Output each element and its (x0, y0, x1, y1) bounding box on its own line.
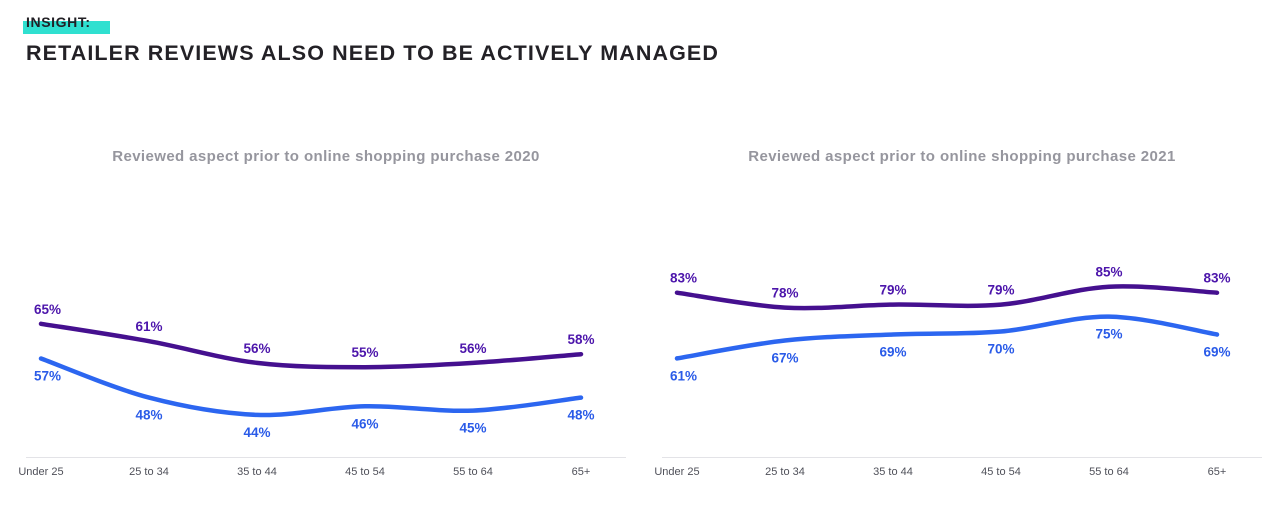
x-tick-label: 55 to 64 (453, 466, 493, 478)
blue-data-label: 45% (459, 421, 486, 436)
purple-data-label: 83% (670, 271, 697, 286)
purple-data-label: 79% (879, 283, 906, 298)
purple-data-label: 58% (567, 332, 594, 347)
blue-data-label: 75% (1095, 327, 1122, 342)
purple-line (38, 321, 584, 370)
purple-data-label: 61% (135, 319, 162, 334)
x-tick-label: 45 to 54 (345, 466, 385, 478)
blue-data-label: 69% (879, 345, 906, 360)
blue-data-label: 48% (135, 408, 162, 423)
blue-data-label: 67% (771, 351, 798, 366)
blue-data-label: 46% (351, 416, 378, 431)
blue-data-label: 69% (1203, 345, 1230, 360)
insight-tag: INSIGHT: (23, 14, 110, 35)
x-tick-label: 65+ (1207, 466, 1227, 478)
purple-data-label: 56% (459, 341, 486, 356)
chart-2021: Reviewed aspect prior to online shopping… (654, 148, 1262, 484)
x-axis-line (662, 457, 1262, 458)
blue-data-label: 70% (987, 342, 1014, 357)
line-chart-2021: 83% 78% 79% 79% 85% 83% 61% 67% 69% 70% 75% 69% (670, 265, 1231, 384)
x-tick-label: 45 to 54 (981, 466, 1021, 478)
chart-2020: Reviewed aspect prior to online shopping… (18, 148, 626, 484)
x-axis-ticks: Under 25 25 to 34 35 to 44 45 to 54 55 to 64… (654, 466, 1262, 484)
blue-data-label: 48% (567, 408, 594, 423)
blue-line (674, 314, 1220, 361)
x-axis-ticks: Under 25 25 to 34 35 to 44 45 to 54 55 to 64… (18, 466, 626, 484)
purple-data-label: 78% (771, 286, 798, 301)
x-tick-label: 25 to 34 (129, 466, 169, 478)
purple-data-label: 65% (34, 302, 61, 317)
purple-data-label: 79% (987, 283, 1014, 298)
insight-tag-label: INSIGHT: (26, 14, 91, 30)
purple-data-label: 85% (1095, 265, 1122, 280)
x-tick-label: 65+ (571, 466, 591, 478)
purple-data-label: 83% (1203, 271, 1230, 286)
x-tick-label: 55 to 64 (1089, 466, 1129, 478)
x-axis-line (26, 457, 626, 458)
chart-2020-title: Reviewed aspect prior to online shopping… (112, 148, 540, 165)
x-tick-label: 35 to 44 (873, 466, 913, 478)
purple-line (674, 284, 1220, 311)
chart-2021-title: Reviewed aspect prior to online shopping… (748, 148, 1176, 165)
x-tick-label: 25 to 34 (765, 466, 805, 478)
x-tick-label: 35 to 44 (237, 466, 277, 478)
blue-data-label: 57% (34, 369, 61, 384)
charts-row: Reviewed aspect prior to online shopping… (18, 148, 1268, 484)
purple-data-label: 56% (243, 341, 270, 356)
x-tick-label: Under 25 (18, 466, 64, 478)
line-chart-2020: 65% 61% 56% 55% 56% 58% 57% 48% 44% 46% 45% 48% (34, 302, 595, 440)
blue-data-label: 61% (670, 368, 697, 383)
blue-data-label: 44% (243, 425, 270, 440)
x-tick-label: Under 25 (654, 466, 700, 478)
purple-data-label: 55% (351, 345, 378, 360)
blue-line (38, 356, 584, 418)
page-title: RETAILER REVIEWS ALSO NEED TO BE ACTIVEL… (26, 41, 719, 65)
